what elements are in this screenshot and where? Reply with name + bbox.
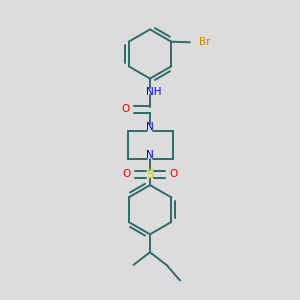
Text: O: O [121, 104, 130, 115]
Text: Br: Br [199, 37, 210, 47]
Text: O: O [169, 169, 178, 179]
Text: S: S [146, 168, 154, 181]
Text: NH: NH [146, 86, 162, 97]
Text: N: N [146, 150, 154, 160]
Text: O: O [122, 169, 131, 179]
Text: N: N [146, 122, 154, 132]
